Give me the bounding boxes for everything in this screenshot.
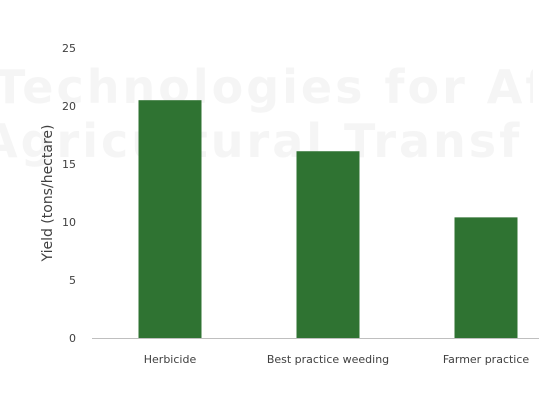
x-axis-ticks: Herbicide Best practice weeding Farmer pra… <box>144 353 530 366</box>
x-tick-label: Herbicide <box>144 353 197 366</box>
y-tick-label: 0 <box>69 332 76 345</box>
y-tick-label: 20 <box>62 100 76 113</box>
bar-best-practice-weeding <box>296 151 360 338</box>
bar-farmer-practice <box>454 217 518 338</box>
x-tick-label: Best practice weeding <box>267 353 389 366</box>
y-axis-ticks: 0 5 10 15 20 25 <box>62 42 76 345</box>
y-tick-label: 25 <box>62 42 76 55</box>
bars <box>138 100 518 338</box>
y-tick-label: 10 <box>62 216 76 229</box>
bar-herbicide <box>138 100 202 338</box>
y-tick-label: 5 <box>69 274 76 287</box>
y-axis-label: Yield (tons/hectare) <box>40 125 56 263</box>
x-tick-label: Farmer practice <box>443 353 530 366</box>
y-tick-label: 15 <box>62 158 76 171</box>
